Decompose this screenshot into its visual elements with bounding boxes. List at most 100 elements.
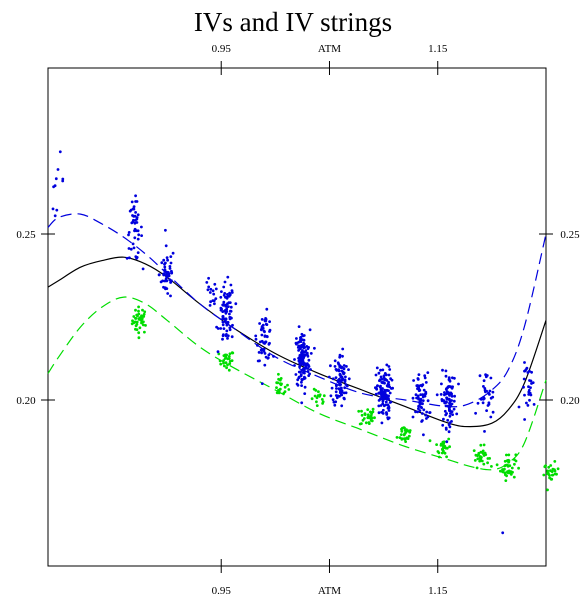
blue-point bbox=[164, 279, 168, 283]
blue-point bbox=[417, 373, 421, 376]
blue-point bbox=[162, 285, 165, 289]
blue-point bbox=[340, 369, 344, 373]
blue-point bbox=[419, 405, 423, 409]
green-point bbox=[477, 451, 481, 455]
blue-point bbox=[448, 409, 451, 412]
green-point bbox=[278, 382, 282, 386]
blue-point bbox=[272, 355, 275, 358]
green-point bbox=[143, 330, 146, 334]
blue-point bbox=[234, 302, 238, 306]
blue-point bbox=[264, 340, 267, 344]
green-point bbox=[228, 362, 232, 365]
green-point bbox=[490, 465, 493, 468]
green-point bbox=[473, 459, 477, 462]
blue-point bbox=[523, 393, 526, 397]
blue-point bbox=[229, 283, 233, 287]
green-point bbox=[228, 352, 232, 356]
blue-point bbox=[483, 387, 487, 390]
blue-point bbox=[228, 312, 231, 316]
blue-point bbox=[335, 384, 338, 388]
green-point bbox=[137, 331, 141, 335]
green-point bbox=[401, 426, 404, 430]
blue-point bbox=[339, 383, 342, 386]
blue-point bbox=[127, 231, 131, 234]
blue-point bbox=[423, 376, 427, 380]
blue-point bbox=[384, 373, 388, 377]
green-point bbox=[511, 470, 514, 474]
green-point bbox=[277, 391, 281, 395]
blue-point bbox=[424, 390, 428, 394]
blue-point bbox=[380, 395, 384, 399]
blue-point bbox=[416, 394, 420, 398]
blue-point bbox=[299, 370, 302, 374]
blue-point bbox=[297, 325, 301, 328]
blue-point bbox=[169, 280, 173, 284]
blue-point bbox=[268, 320, 271, 323]
blue-point bbox=[333, 403, 337, 407]
green-point bbox=[517, 466, 520, 470]
blue-point bbox=[165, 274, 168, 278]
blue-point bbox=[134, 200, 138, 203]
blue-point bbox=[338, 394, 341, 398]
blue-point bbox=[529, 393, 533, 397]
blue-point bbox=[524, 368, 528, 371]
blue-point bbox=[338, 388, 341, 391]
green-point bbox=[504, 463, 508, 467]
green-point bbox=[486, 457, 490, 460]
blue-point bbox=[443, 409, 447, 413]
green-point bbox=[440, 451, 444, 455]
green-point bbox=[137, 305, 141, 309]
green-point bbox=[134, 317, 137, 320]
blue-point bbox=[163, 265, 167, 269]
blue-point bbox=[374, 373, 378, 377]
blue-point bbox=[297, 359, 301, 363]
blue-point bbox=[260, 351, 263, 355]
blue-point bbox=[377, 399, 381, 402]
green-point bbox=[137, 312, 141, 316]
blue-point bbox=[141, 267, 145, 271]
blue-point bbox=[489, 415, 493, 419]
green-point bbox=[395, 436, 399, 439]
blue-point bbox=[303, 385, 307, 389]
blue-point bbox=[342, 367, 346, 371]
blue-point bbox=[526, 404, 530, 407]
blue-point bbox=[134, 211, 138, 214]
blue-point bbox=[425, 410, 429, 414]
green-point bbox=[407, 434, 411, 438]
blue-point bbox=[307, 358, 311, 362]
blue-point bbox=[231, 323, 234, 327]
blue-point bbox=[220, 307, 224, 311]
blue-point bbox=[230, 316, 233, 320]
green-point bbox=[310, 397, 314, 401]
green-point bbox=[141, 308, 144, 312]
blue-point bbox=[446, 418, 450, 422]
blue-point bbox=[411, 415, 415, 419]
blue-point bbox=[452, 407, 456, 411]
green-point bbox=[549, 469, 552, 473]
blue-point bbox=[381, 408, 385, 412]
green-point bbox=[408, 430, 412, 434]
blue-point bbox=[491, 395, 495, 399]
green-point bbox=[226, 357, 230, 361]
blue-point bbox=[302, 369, 306, 372]
blue-point bbox=[428, 411, 431, 414]
blue-point bbox=[334, 376, 338, 379]
green-point bbox=[224, 361, 228, 365]
green-point bbox=[398, 436, 402, 439]
green-point bbox=[546, 488, 549, 492]
blue-point bbox=[445, 390, 449, 393]
green-point bbox=[550, 473, 554, 477]
green-point bbox=[476, 454, 479, 457]
blue-point bbox=[229, 305, 233, 309]
blue-point bbox=[457, 382, 460, 386]
blue-point bbox=[216, 350, 220, 354]
y-tick-label-right-0: 0.20 bbox=[560, 395, 580, 407]
blue-point bbox=[485, 389, 488, 393]
blue-point bbox=[260, 339, 264, 343]
green-point bbox=[501, 468, 504, 471]
blue-point bbox=[162, 258, 166, 262]
blue-point bbox=[341, 347, 345, 351]
blue-point bbox=[267, 353, 271, 357]
